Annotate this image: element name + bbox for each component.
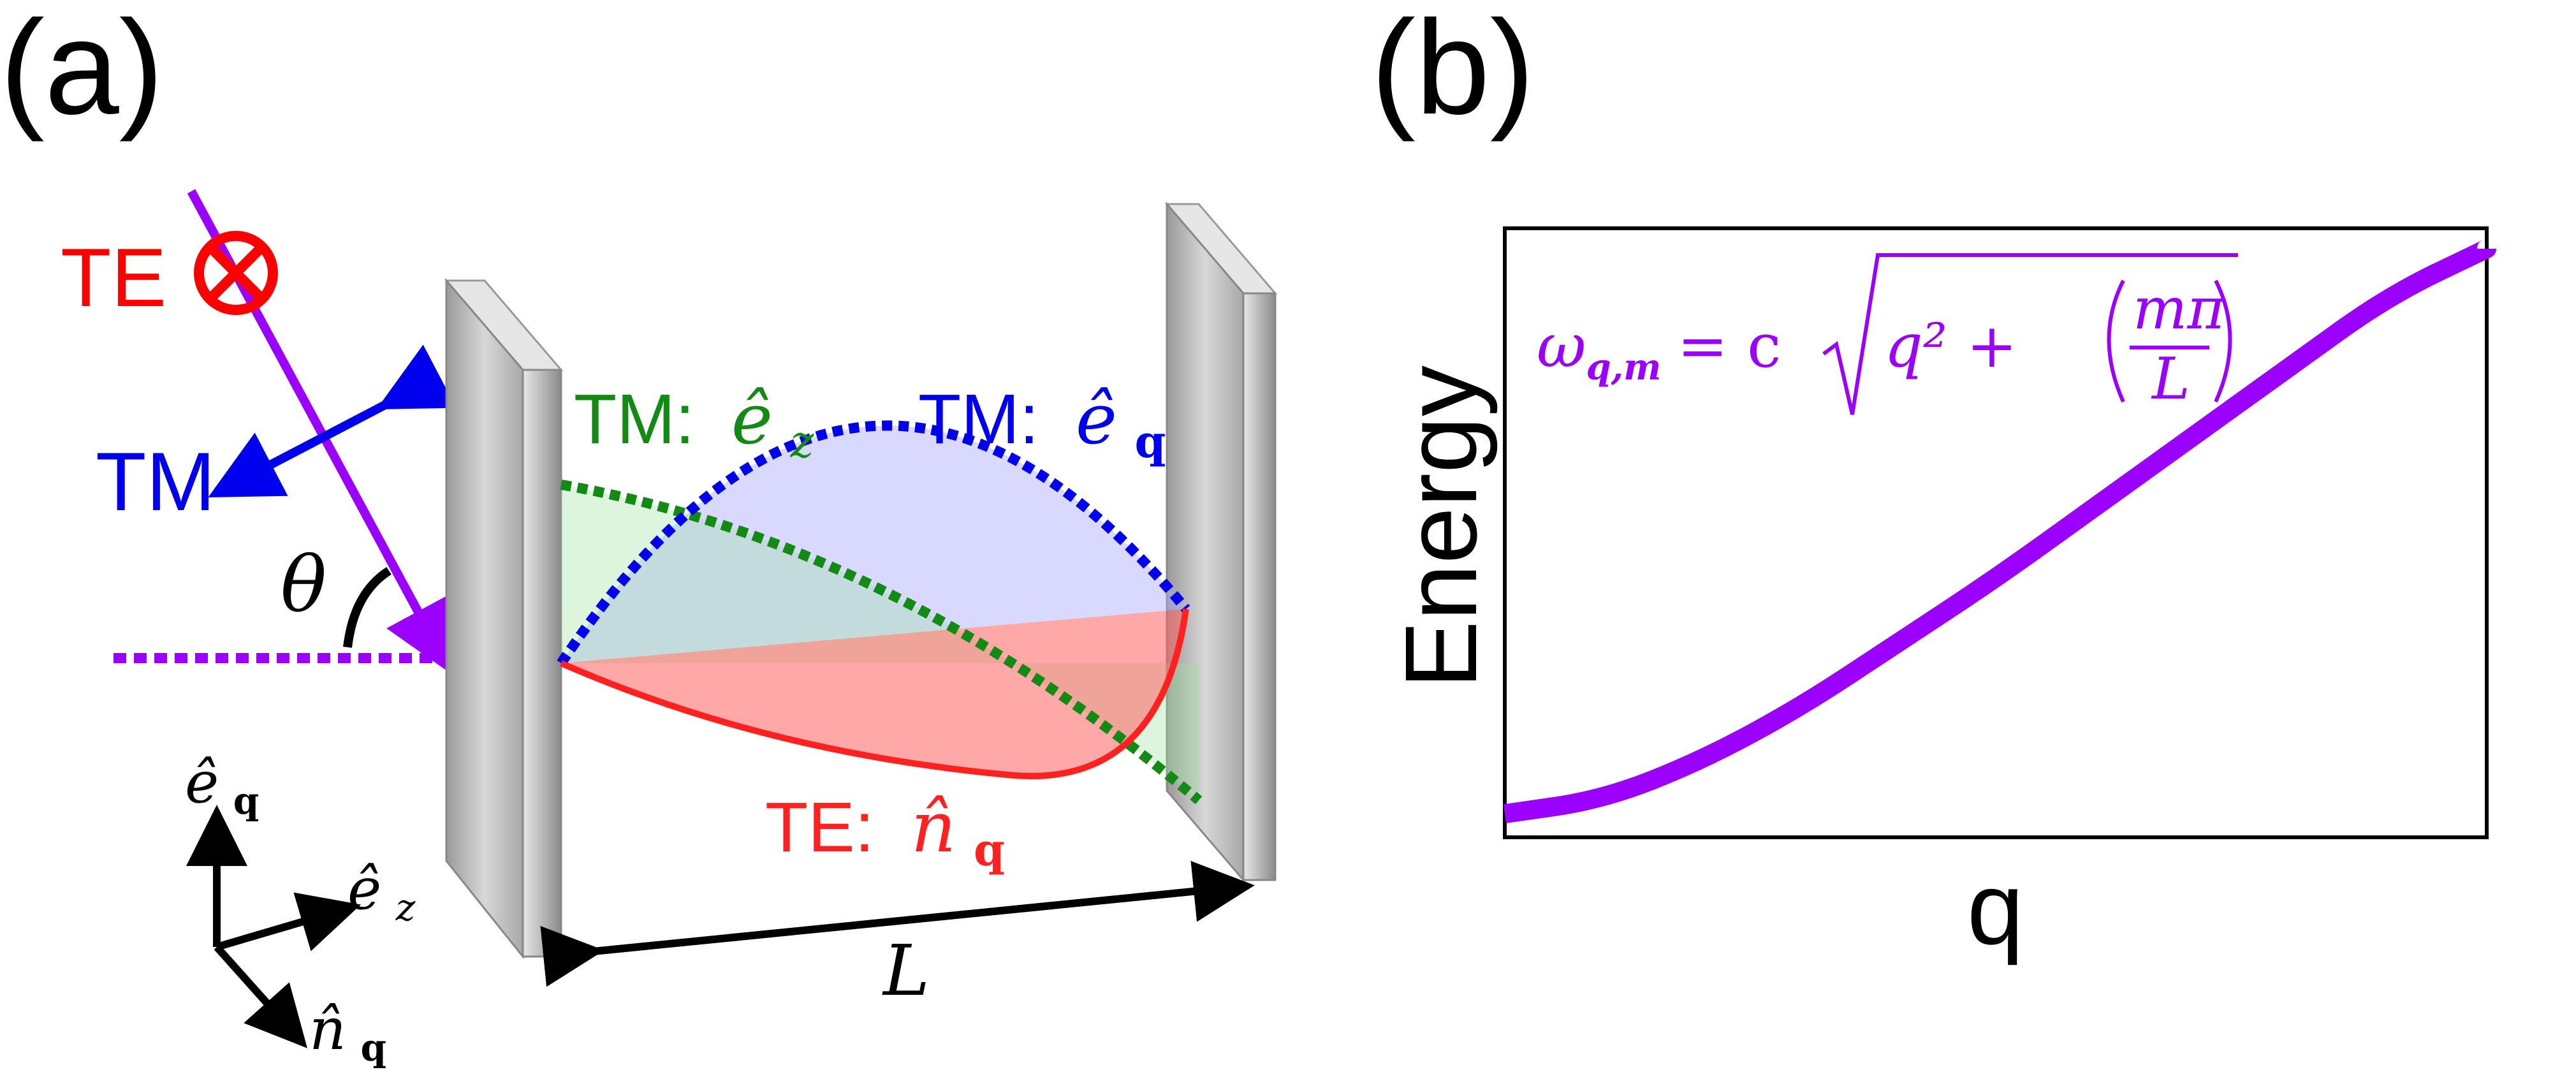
dispersion-chart-series [1503, 240, 2491, 823]
te-nq-mode-fill [561, 609, 1186, 777]
axis-eq-label: ê q [185, 749, 259, 823]
te-into-page-icon [194, 231, 278, 315]
tm-eq-mode-curve [557, 420, 1190, 666]
y-axis-label: Energy [1384, 365, 1498, 689]
te-label: TE [61, 231, 166, 324]
cavity-length-label: L [882, 930, 930, 1011]
axis-nq-label: n̂ q [309, 996, 386, 1069]
theta-label: θ [281, 541, 326, 629]
panel-b-label: (b) [1371, 0, 1535, 142]
axis-ez-label: ê z [348, 856, 416, 929]
tm-eq-label: TM: ê q [918, 378, 1166, 468]
dispersion-formula: ωq,m = c q² + mπ L [1537, 253, 2238, 415]
tm-label: TM [96, 435, 216, 528]
tm-ez-label: TM: ê z [574, 378, 815, 468]
dispersion-curve-series-0 [1503, 240, 2491, 823]
angle-arc [343, 567, 392, 648]
plot-frame [1503, 226, 2489, 839]
svg-text:ωq,m= c: ωq,m = c [1537, 311, 1781, 388]
svg-text:q² +: q² + [1884, 311, 2017, 381]
left-mirror [444, 277, 564, 960]
cavity-length-arrow [540, 861, 1255, 987]
panel-a-label: (a) [0, 0, 164, 142]
tm-eq-mode-fill [561, 425, 1186, 663]
coordinate-axes [186, 805, 362, 1048]
te-nq-label: TE: n̂ q [765, 786, 1005, 876]
te-nq-mode-curve [559, 608, 1189, 779]
svg-text:mπ: mπ [2133, 275, 2226, 342]
x-axis-label: q [1967, 851, 2024, 965]
svg-text:L: L [2151, 346, 2190, 413]
tm-polarization-arrow [208, 344, 457, 497]
tm-ez-mode-curve [560, 480, 1203, 805]
